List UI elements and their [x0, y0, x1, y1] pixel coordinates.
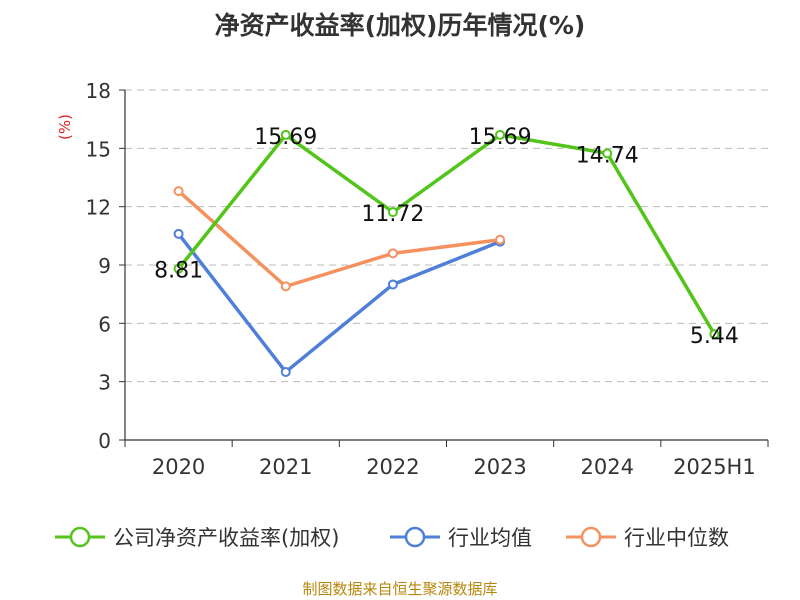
legend-marker [404, 526, 426, 548]
x-tick-label: 2024 [581, 455, 634, 479]
y-tick-label: 18 [86, 79, 111, 103]
x-tick-label: 2025H1 [673, 455, 756, 479]
data-label: 11.72 [361, 202, 424, 227]
y-tick-label: 12 [86, 196, 111, 220]
data-label: 8.81 [154, 259, 203, 284]
x-tick-label: 2021 [259, 455, 312, 479]
x-tick-label: 2023 [473, 455, 526, 479]
series-0-point [602, 148, 613, 159]
y-tick-label: 9 [98, 254, 111, 278]
series-2-point [387, 248, 398, 259]
y-tick-label: 6 [98, 312, 111, 336]
series-0-point [387, 207, 398, 218]
legend-label: 行业均值 [448, 526, 532, 550]
series-1-point [280, 366, 291, 377]
series-line-0 [177, 133, 716, 336]
chart-title: 净资产收益率(加权)历年情况(%) [214, 11, 586, 40]
series-0-point [709, 329, 720, 340]
series-line-2 [177, 189, 501, 289]
series-0-point [280, 129, 291, 140]
data-label: 15.69 [469, 125, 532, 150]
y-tick-label: 15 [86, 137, 111, 161]
legend-marker [580, 526, 602, 548]
series-2-point [495, 234, 506, 245]
source-note: 制图数据来自恒生聚源数据库 [302, 580, 498, 598]
y-tick-label: 3 [98, 371, 111, 395]
data-label: 5.44 [690, 324, 739, 349]
x-tick-label: 2020 [152, 455, 205, 479]
series-0-point [173, 263, 184, 274]
series-2-point [173, 186, 184, 197]
legend-marker [69, 526, 91, 548]
series-1-point [173, 228, 184, 239]
data-label: 14.74 [576, 143, 639, 168]
x-tick-label: 2022 [366, 455, 419, 479]
data-label: 15.69 [254, 125, 317, 150]
series-1-point [387, 279, 398, 290]
y-axis-label: (%) [56, 114, 74, 140]
y-tick-label: 0 [98, 429, 111, 453]
series-2-point [280, 281, 291, 292]
legend-label: 行业中位数 [624, 526, 729, 550]
series-line-1 [177, 232, 501, 374]
legend-label: 公司净资产收益率(加权) [113, 526, 339, 550]
series-0-point [495, 129, 506, 140]
